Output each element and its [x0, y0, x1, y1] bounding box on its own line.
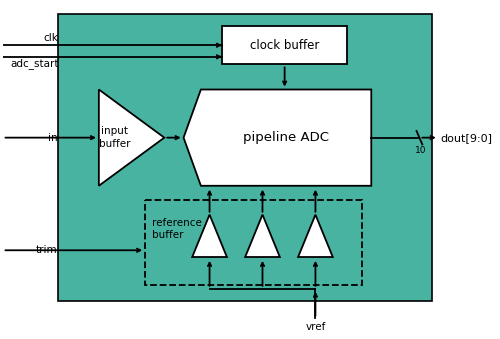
Text: input
buffer: input buffer [98, 126, 130, 149]
Bar [58, 15, 432, 301]
Text: adc_start: adc_start [10, 58, 58, 69]
Text: pipeline ADC: pipeline ADC [243, 131, 329, 144]
Polygon shape [245, 215, 280, 257]
Text: dout[9:0]: dout[9:0] [440, 133, 492, 143]
Text: clk: clk [44, 33, 59, 43]
Text: clock buffer: clock buffer [250, 39, 320, 52]
Text: vref: vref [306, 322, 326, 333]
Bar [145, 200, 362, 285]
Polygon shape [184, 89, 372, 186]
Text: 10: 10 [414, 146, 426, 155]
Text: trim: trim [36, 245, 58, 255]
Bar [222, 26, 347, 64]
Polygon shape [192, 215, 227, 257]
Polygon shape [99, 89, 164, 186]
Polygon shape [298, 215, 333, 257]
Text: in: in [48, 133, 58, 143]
Text: reference
buffer: reference buffer [152, 218, 202, 240]
